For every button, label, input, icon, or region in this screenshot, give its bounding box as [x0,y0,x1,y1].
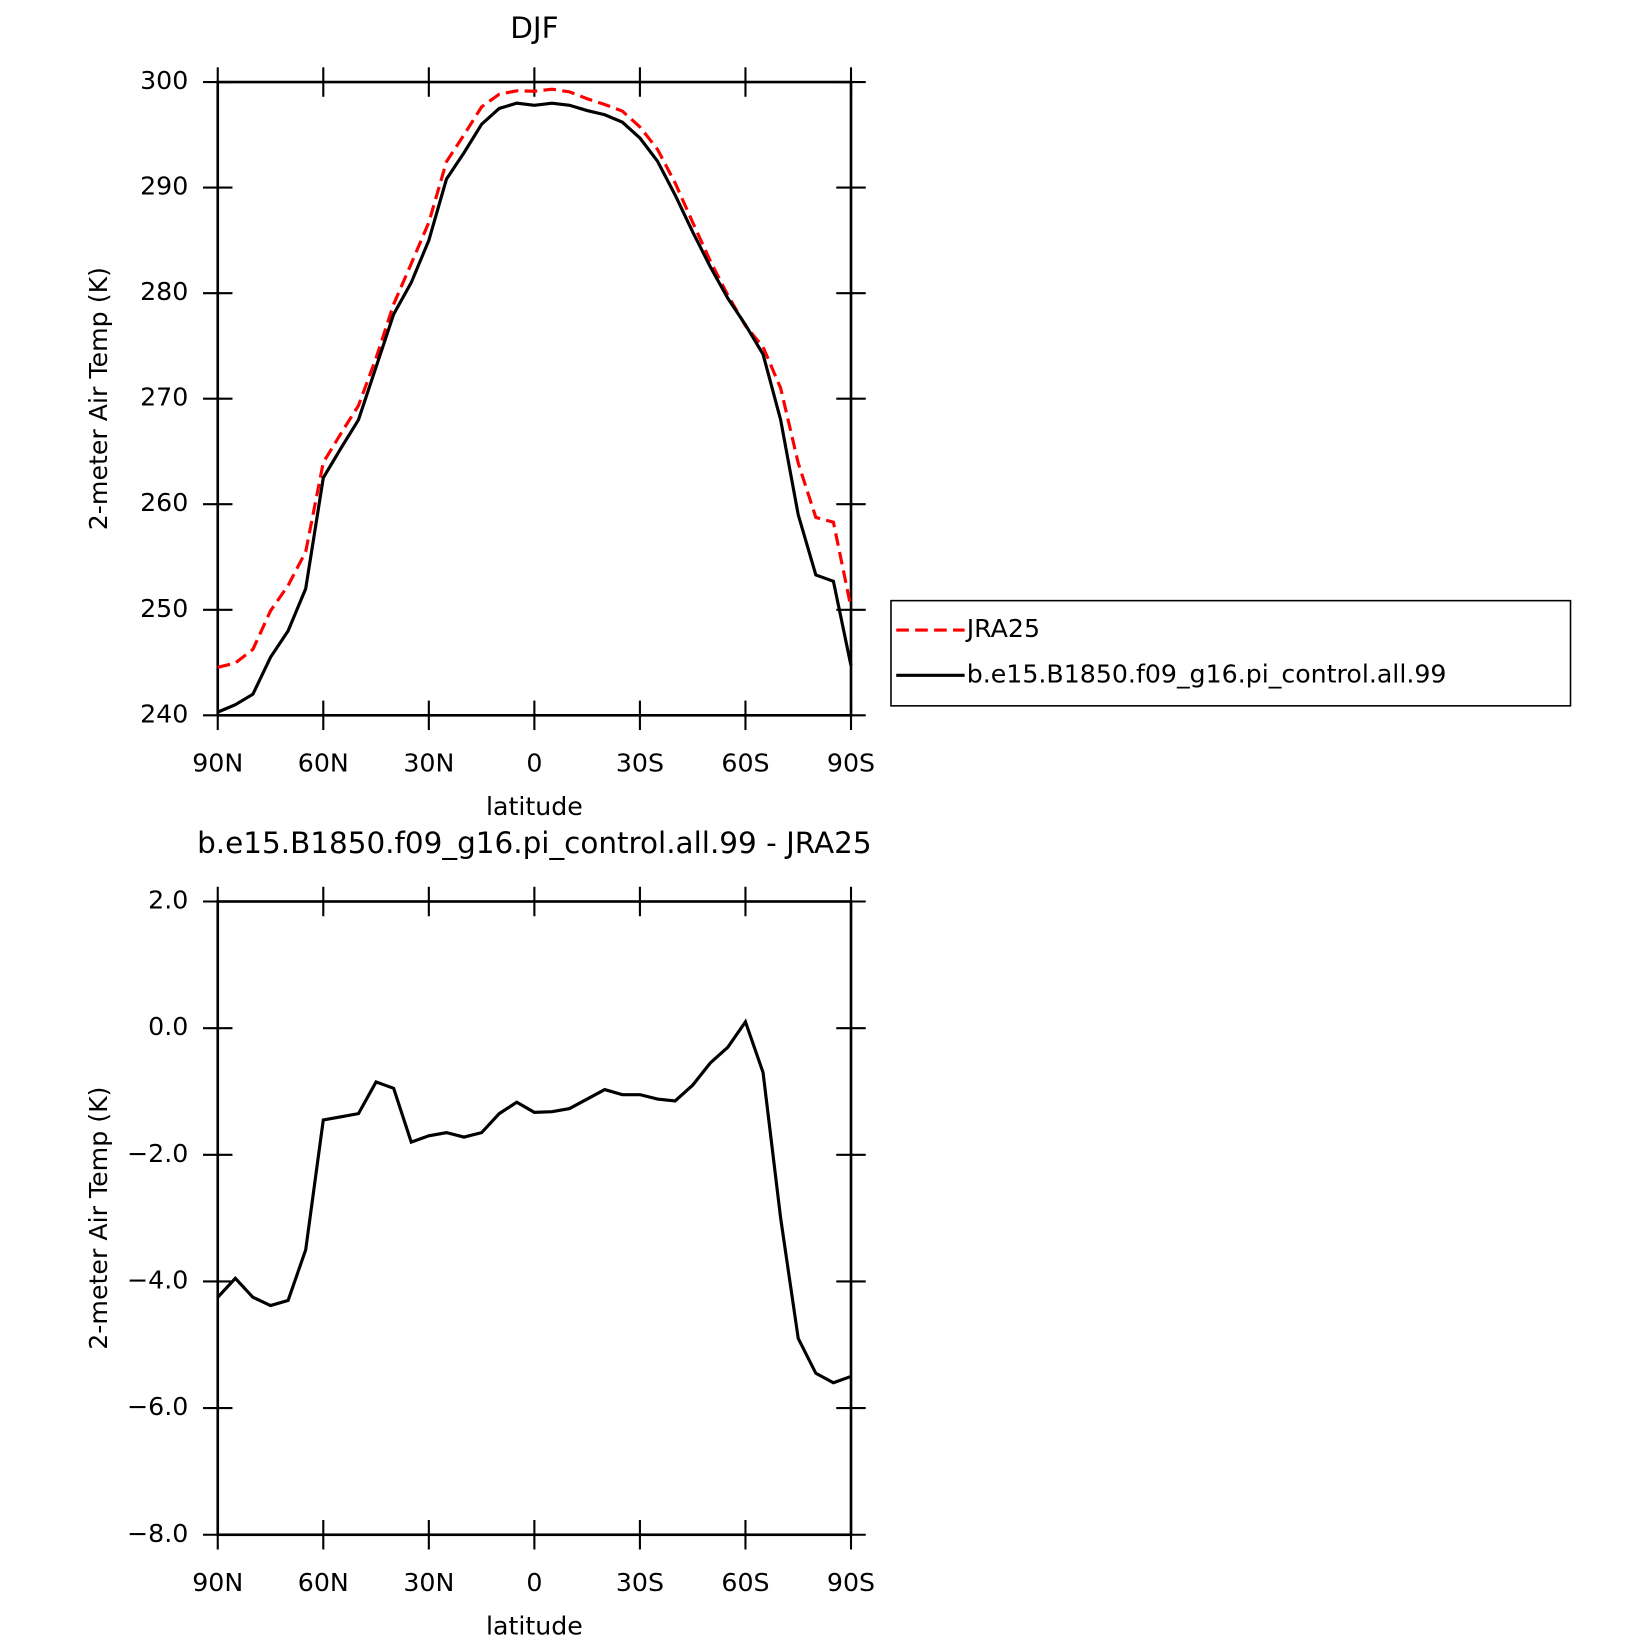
y-axis-label: 2-meter Air Temp (K) [84,1086,113,1349]
y-tick-label: 290 [140,172,188,201]
x-tick-label: 90S [827,1568,875,1597]
y-tick-label: 300 [140,66,188,95]
y-tick-label: −6.0 [127,1392,188,1421]
y-tick-label: 0.0 [148,1012,188,1041]
x-tick-label: 0 [526,749,542,778]
data-line [217,101,853,714]
y-tick-label: 270 [140,383,188,412]
legend-box [890,599,1572,707]
y-axis-label: 2-meter Air Temp (K) [84,267,113,530]
legend-label: JRA25 [965,614,1040,643]
y-tick-label: −2.0 [127,1139,188,1168]
y-tick-label: −4.0 [127,1265,188,1294]
y-tick-label: 280 [140,277,188,306]
x-axis-label: latitude [486,1611,583,1640]
y-tick-label: 250 [140,594,188,623]
plot-frame [216,900,853,1537]
data-line [217,87,853,669]
x-axis-label: latitude [486,792,583,821]
x-tick-label: 30N [403,749,454,778]
y-tick-label: 2.0 [148,885,188,914]
y-tick-label: 240 [140,699,188,728]
legend-label: b.e15.B1850.f09_g16.pi_control.all.99 [967,659,1447,688]
x-tick-label: 90N [192,1568,243,1597]
x-tick-label: 90S [827,749,875,778]
x-tick-label: 90N [192,749,243,778]
x-tick-label: 0 [526,1568,542,1597]
x-tick-label: 60S [721,749,769,778]
y-tick-label: 260 [140,488,188,517]
chart-title: b.e15.B1850.f09_g16.pi_control.all.99 - … [197,826,872,860]
x-tick-label: 30S [616,749,664,778]
plot-frame [216,80,853,717]
x-tick-label: 60N [298,749,349,778]
chart-title: DJF [510,11,558,45]
y-tick-label: −8.0 [127,1519,188,1548]
data-line [216,1018,852,1385]
x-tick-label: 60N [298,1568,349,1597]
x-tick-label: 30N [403,1568,454,1597]
x-tick-label: 60S [721,1568,769,1597]
x-tick-label: 30S [616,1568,664,1597]
